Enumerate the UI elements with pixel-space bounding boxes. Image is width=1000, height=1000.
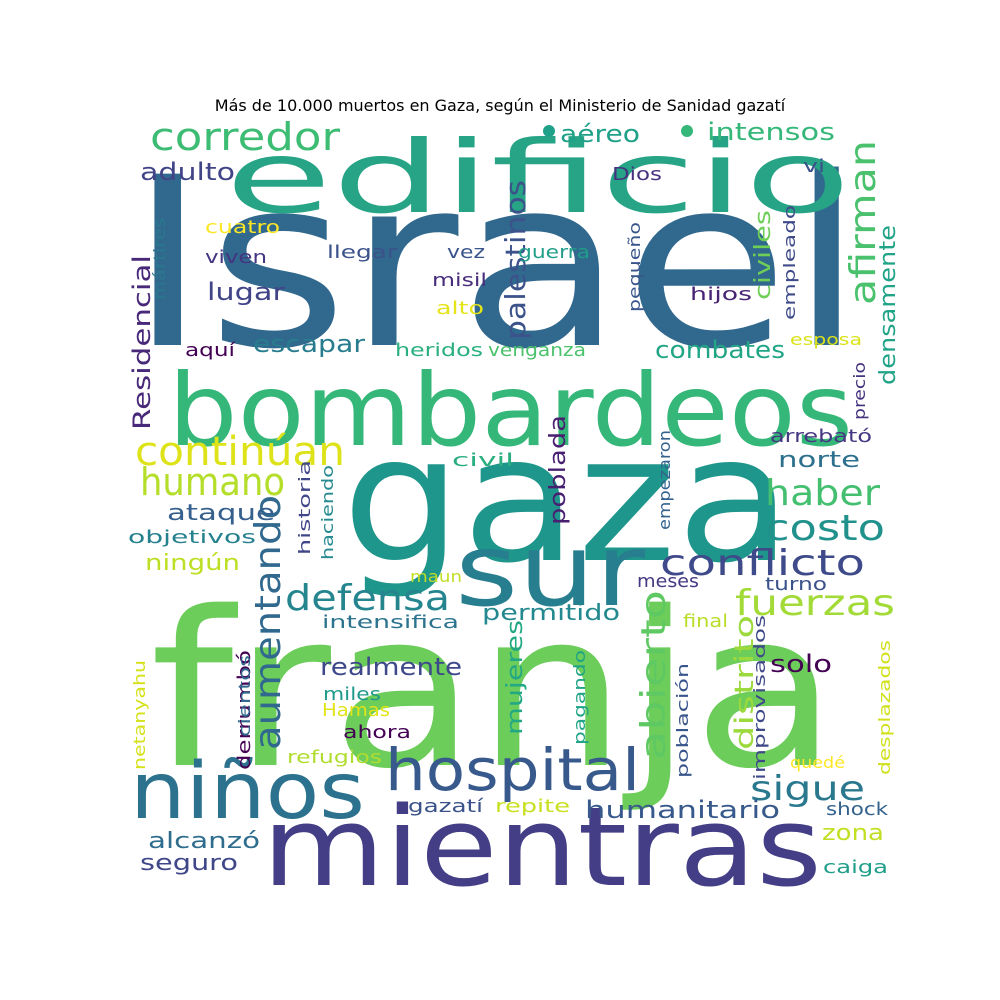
word-poblacion: población xyxy=(673,663,692,778)
word-adulto: adulto xyxy=(140,158,235,186)
word-aumentando: aumentando xyxy=(248,495,289,750)
word-mientras: mientras xyxy=(262,783,822,911)
word-miles: miles xyxy=(323,684,381,705)
word-turno: turno xyxy=(765,574,827,595)
word-humanitario: humanitario xyxy=(585,796,780,824)
word-ahora: ahora xyxy=(343,722,411,743)
word-martires: mártires xyxy=(150,218,169,300)
word-solo: solo xyxy=(770,650,832,678)
word-permitido: permitido xyxy=(482,601,620,626)
word-conflicto: conflicto xyxy=(660,543,865,584)
word-ataque: ataque xyxy=(167,501,275,526)
word-ningun: ningún xyxy=(145,551,240,576)
word-llegar: llegar xyxy=(327,242,398,263)
word-realmente: realmente xyxy=(320,653,462,681)
word-distrito: distrito xyxy=(730,615,760,750)
word-gaza: gaza xyxy=(342,399,792,602)
word-repite: repite xyxy=(495,796,570,817)
word-mujeres: mujeres xyxy=(503,620,528,735)
word-precio: precio xyxy=(850,362,869,420)
word-intensos: intensos xyxy=(707,118,835,146)
word-quede: quedé xyxy=(790,753,845,772)
word-bombardeos: bombardeos xyxy=(168,352,853,469)
word-gazati: gazatí xyxy=(408,796,484,817)
word-shock: shock xyxy=(826,799,889,820)
word-sigue: sigue xyxy=(750,769,865,809)
word-afirman: afirman xyxy=(843,140,884,305)
word-norte: norte xyxy=(778,448,860,473)
word-final: final xyxy=(683,611,728,632)
word-empleado: empleado xyxy=(780,205,799,320)
word-guerra: guerra xyxy=(518,242,590,263)
word-corredor: corredor xyxy=(150,115,340,159)
chart-title: Más de 10.000 muertos en Gaza, según el … xyxy=(214,96,786,115)
word-esposa: esposa xyxy=(790,330,862,349)
word-continuan: continúan xyxy=(135,429,345,475)
word-viven: viven xyxy=(205,247,267,268)
word-netanyahu: netanyahu xyxy=(130,660,149,770)
word-civil: civil xyxy=(452,450,514,471)
word-historia: historia xyxy=(295,460,314,555)
word-pequeno: pequeño xyxy=(625,222,644,312)
word-arrebato: arrebató xyxy=(770,426,872,447)
word-cientos: cientos xyxy=(235,655,254,737)
word-hijos: hijos xyxy=(690,284,752,305)
word-lugar: lugar xyxy=(207,278,285,306)
word-aqui: aquí xyxy=(185,340,236,361)
word-aereo: aéreo xyxy=(560,120,640,148)
word-humano: humano xyxy=(140,460,285,504)
word-seguro: seguro xyxy=(140,851,238,876)
word-escapar: escapar xyxy=(253,330,365,358)
word-derrumbo: derrumbó xyxy=(234,650,255,770)
word-cuatro: cuatro xyxy=(205,217,280,238)
word-haciendo: haciendo xyxy=(318,465,337,560)
word-fuerzas: fuerzas xyxy=(735,583,895,624)
word-ninos: niños xyxy=(130,747,365,837)
word-vez: vez xyxy=(447,242,485,263)
word-heridos: heridos xyxy=(395,340,483,361)
word-caiga: caiga xyxy=(823,857,888,878)
word-refugios: refugios xyxy=(287,747,382,768)
word-combates: combates xyxy=(655,336,785,364)
word-costo: costo xyxy=(765,508,885,549)
word-dios: Dios xyxy=(612,164,662,185)
word-sur: sur xyxy=(455,512,646,629)
word-hospital: hospital xyxy=(385,736,640,804)
word-misil: misil xyxy=(432,270,487,291)
word-franja: franja xyxy=(150,565,838,816)
word-desplazados: desplazados xyxy=(875,640,894,775)
word-intensifica: intensifica xyxy=(322,612,459,633)
dot-mark xyxy=(543,125,555,137)
word-civiles: civiles xyxy=(751,210,776,300)
word-edificio: edificio xyxy=(225,119,851,236)
word-israel: Israel xyxy=(128,128,864,401)
word-hamas: Hamas xyxy=(322,700,390,721)
word-vi: vi xyxy=(803,156,825,177)
word-empezaron: empezaron xyxy=(655,430,674,530)
word-objetivos: objetivos xyxy=(128,527,256,548)
word-improvisados: improvisados xyxy=(750,615,769,780)
word-alcanzo: alcanzó xyxy=(148,829,260,854)
dot-mark xyxy=(681,125,693,137)
word-alto: alto xyxy=(436,298,484,319)
word-maun: maun xyxy=(410,567,462,586)
word-defensa: defensa xyxy=(285,578,450,619)
word-haber: haber xyxy=(765,473,880,514)
word-densamente: densamente xyxy=(876,225,901,385)
word-residencial: Residencial xyxy=(128,255,156,430)
word-pagando: pagando xyxy=(570,650,589,745)
word-abierto: abierto xyxy=(634,590,674,760)
word-zona: zona xyxy=(822,821,884,846)
word-palestinos: palestinos xyxy=(499,180,532,340)
word-venganza: venganza xyxy=(488,340,586,361)
word-meses: meses xyxy=(637,571,699,592)
word-poblada: poblada xyxy=(546,415,571,525)
